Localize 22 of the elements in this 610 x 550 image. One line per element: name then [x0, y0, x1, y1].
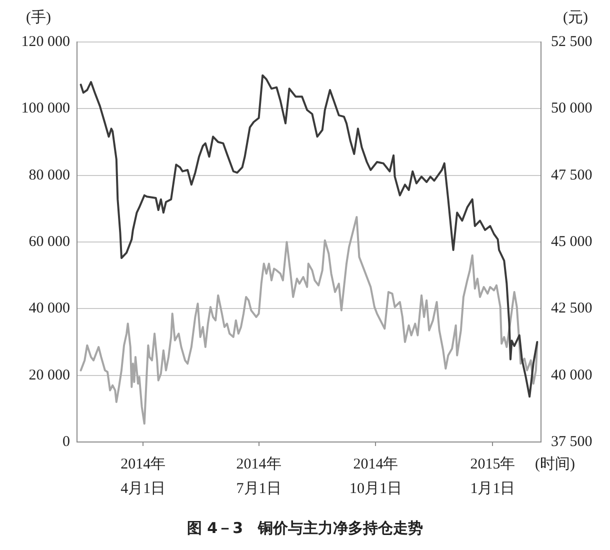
y-tick-label: 120 000: [21, 34, 70, 50]
y-tick-label: 20 000: [28, 367, 70, 384]
y2-tick-label: 47 500: [551, 167, 592, 184]
x-tick-label: 2014年 10月1日: [349, 455, 402, 498]
y2-tick-label: 50 000: [551, 100, 592, 117]
x-tick-label: 2015年 1月1日: [470, 455, 516, 498]
y2-axis-title: (元): [563, 10, 588, 26]
y-tick-label: 40 000: [28, 300, 70, 317]
y-axis-title: (手): [26, 8, 51, 26]
y2-tick-label: 42 500: [551, 300, 592, 317]
y-tick-label: 60 000: [28, 234, 70, 250]
y2-tick-label: 37 500: [551, 434, 592, 450]
x-tick-label: 2014年 4月1日: [120, 455, 166, 498]
y2-tick-label: 45 000: [551, 234, 592, 250]
x-axis-title: (时间): [535, 455, 575, 472]
y2-tick-label: 52 500: [551, 34, 592, 50]
y-tick-label: 100 000: [21, 100, 70, 117]
x-tick-label: 2014年 7月1日: [236, 455, 282, 498]
y-tick-label: 80 000: [28, 167, 70, 184]
text: 图 4－3 铜价与主力净多持仓走势: [186, 518, 424, 537]
y-tick-label: 0: [62, 434, 70, 450]
y2-tick-label: 40 000: [551, 367, 592, 384]
